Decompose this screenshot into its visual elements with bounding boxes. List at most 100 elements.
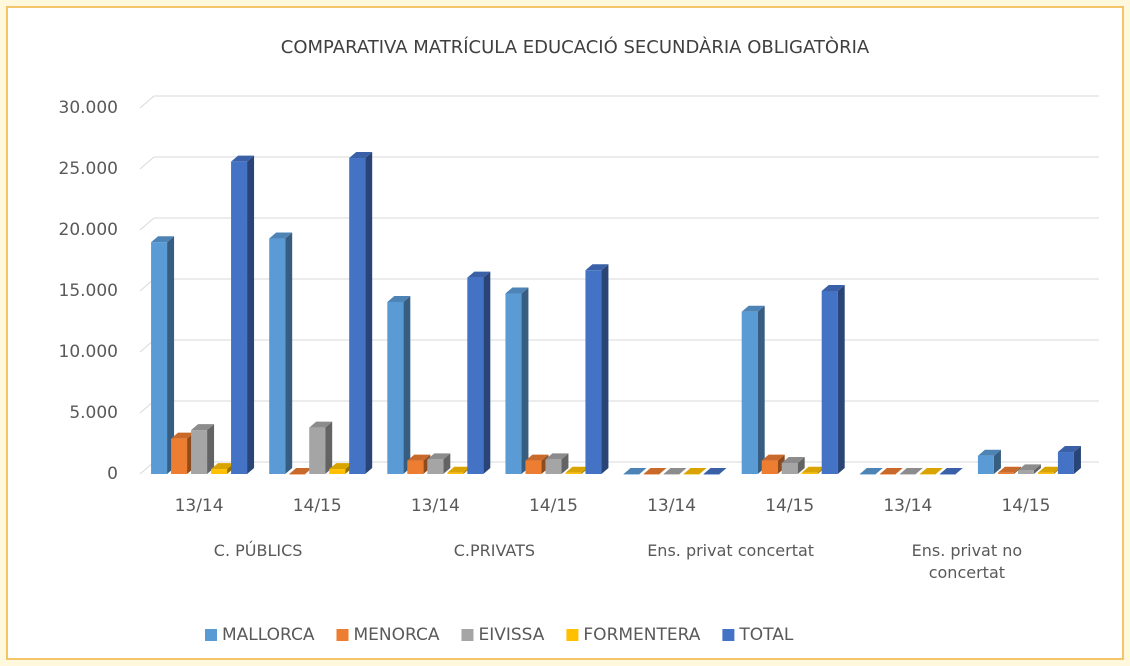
bar-top [1017,464,1041,471]
bar [505,293,522,474]
bar [741,311,758,474]
bar-top [191,424,215,431]
bar-top [919,468,943,474]
bar-top [623,468,647,474]
bar-top [997,466,1021,473]
bar-top [879,468,903,474]
bar [289,474,306,475]
bar-top [309,421,333,428]
bar-side [521,287,529,474]
bar [269,238,286,474]
bar-side [993,449,1001,474]
legend-label: FORMENTERA [583,625,700,645]
bar-top [151,236,175,243]
bar-top [977,449,1001,456]
grid-line [139,217,1099,231]
bar-top [427,453,451,460]
bar [349,158,366,474]
bar-top [269,232,293,239]
chart-frame [6,6,1124,660]
x-tick-label: 13/14 [411,496,460,516]
group-label: C.PRIVATS [453,541,536,560]
bar-side [1073,446,1081,474]
bar-side [1033,464,1041,474]
y-tick-label: 5.000 [69,403,118,423]
bar-top [525,454,549,461]
legend-label: TOTAL [738,625,793,645]
bar [231,161,248,474]
y-tick-label: 20.000 [59,220,118,240]
bar-top [211,463,235,470]
bar-top [1037,466,1061,473]
bar [387,301,404,474]
bar [801,472,818,474]
bar [329,469,346,474]
bar [977,455,994,474]
bar-side [365,152,373,474]
y-tick-label: 30.000 [59,98,118,118]
bar [821,291,838,474]
bar-top [741,305,765,312]
bar-side [285,232,293,474]
bar [467,277,484,474]
bar-top [643,468,667,474]
bar-side [403,295,411,474]
x-tick-label: 13/14 [647,496,696,516]
bar [525,460,542,474]
x-tick-label: 14/15 [293,496,342,516]
bar-top [447,466,471,473]
bar [663,474,680,475]
legend: MALLORCA MENORCA EIVISSA FORMENTERA TOTAL [205,625,794,645]
bar [919,474,936,475]
bar [585,270,602,474]
bar-top [1057,446,1081,453]
legend-swatch [336,629,349,641]
bar-top [505,287,529,294]
bar [899,474,916,475]
legend-swatch [722,629,735,641]
bar [643,474,660,475]
group-label: Ens. privat no concertat [911,541,1023,582]
bar-top [801,466,825,473]
bar [939,474,956,475]
bar [545,459,562,474]
bar [427,459,444,474]
bar [781,463,798,474]
bar [1057,452,1074,474]
bar-top [171,432,195,439]
legend-label: EIVISSA [478,625,544,645]
x-tick-label: 14/15 [529,496,578,516]
grid-line [139,95,1099,109]
bar-top [703,468,727,474]
legend-label: MALLORCA [222,625,315,645]
bar [171,438,188,474]
bar [191,430,208,474]
bar [309,427,326,474]
x-tick-label: 14/15 [765,496,814,516]
bar-side [837,285,845,474]
bar [879,474,896,475]
y-tick-label: 10.000 [59,342,118,362]
group-label: Ens. privat concertat [647,541,815,560]
grid-line [139,156,1099,170]
bar-side [797,457,805,474]
bar-side [483,271,491,474]
bar [997,472,1014,474]
legend-label: MENORCA [353,625,439,645]
bar-side [247,155,255,474]
legend-swatch [566,629,579,641]
bar-top [329,463,353,470]
bar [1037,472,1054,474]
group-label: C. PÚBLICS [213,541,303,560]
bar [761,460,778,474]
bar [211,469,228,474]
bar [859,474,876,475]
bar-top [565,466,589,473]
bar [623,474,640,475]
bar-side [325,421,333,474]
bar-side [601,264,609,474]
bar-side [757,305,765,474]
bar-top [585,264,609,271]
bar-top [545,453,569,460]
